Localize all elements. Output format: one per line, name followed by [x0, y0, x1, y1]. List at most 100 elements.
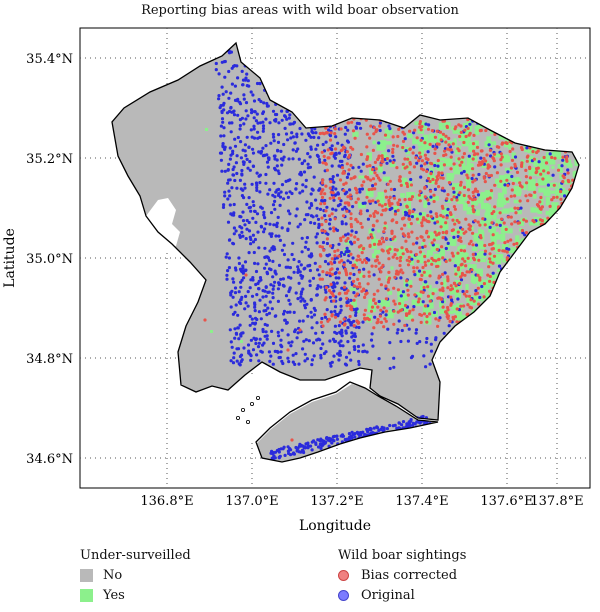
sighting-bias-corrected: [441, 272, 445, 276]
under-surveilled-cell: [543, 165, 550, 174]
sighting-original: [265, 153, 269, 157]
sighting-original: [248, 160, 252, 164]
under-surveilled-cell: [571, 304, 579, 309]
sighting-bias-corrected: [331, 294, 335, 298]
under-surveilled-cell: [522, 183, 527, 191]
sighting-original: [246, 166, 250, 170]
under-surveilled-cell: [504, 167, 513, 171]
sighting-original: [352, 291, 356, 295]
sighting-bias-corrected: [513, 164, 518, 168]
sighting-bias-corrected: [386, 249, 390, 253]
sighting-bias-corrected: [492, 159, 496, 163]
under-surveilled-cell: [570, 292, 579, 297]
under-surveilled-cell: [384, 128, 393, 135]
under-surveilled-cell: [407, 133, 413, 139]
sighting-original: [236, 313, 240, 317]
under-surveilled-cell: [423, 135, 427, 142]
under-surveilled-cell: [575, 294, 579, 299]
sighting-bias-corrected: [342, 171, 346, 175]
sighting-original: [529, 353, 533, 357]
sighting-bias-corrected: [507, 271, 511, 275]
sighting-original: [428, 362, 432, 366]
sighting-original: [236, 326, 240, 330]
sighting-original: [304, 178, 308, 182]
sighting-original: [429, 210, 433, 214]
sighting-original: [332, 434, 337, 438]
under-surveilled-cell: [563, 292, 568, 300]
sighting-original: [353, 435, 357, 439]
sighting-original: [229, 50, 233, 54]
sighting-bias-corrected: [441, 256, 445, 260]
sighting-original: [283, 48, 287, 52]
sighting-original: [233, 178, 237, 183]
sighting-bias-corrected: [328, 268, 332, 272]
sighting-original: [330, 177, 334, 181]
sighting-original: [279, 149, 283, 153]
sighting-bias-corrected: [491, 247, 495, 251]
sighting-original: [513, 155, 518, 159]
sighting-original: [308, 92, 312, 96]
sighting-bias-corrected: [562, 216, 566, 220]
sighting-original: [230, 121, 234, 125]
sighting-bias-corrected: [369, 233, 373, 237]
sighting-original: [259, 69, 263, 73]
sighting-bias-corrected: [362, 288, 366, 292]
sighting-original: [510, 174, 514, 179]
sighting-original: [544, 315, 549, 319]
under-surveilled-cell: [447, 141, 455, 145]
sighting-original: [227, 96, 231, 100]
under-surveilled-cell: [527, 128, 532, 138]
sighting-bias-corrected: [396, 288, 400, 292]
sighting-bias-corrected: [513, 220, 517, 224]
sighting-original: [245, 227, 249, 231]
sighting-bias-corrected: [449, 167, 453, 171]
sighting-original: [295, 63, 299, 67]
sighting-bias-corrected: [472, 133, 476, 137]
under-surveilled-cell: [560, 242, 564, 247]
sighting-bias-corrected: [352, 324, 356, 328]
under-surveilled-cell: [479, 288, 485, 294]
under-surveilled-cell: [529, 270, 533, 280]
sighting-bias-corrected: [375, 255, 379, 259]
sighting-bias-corrected: [467, 270, 471, 274]
under-surveilled-cell: [507, 315, 517, 322]
sighting-bias-corrected: [529, 308, 533, 312]
sighting-bias-corrected: [345, 304, 349, 308]
under-surveilled-cell: [552, 319, 557, 325]
sighting-bias-corrected: [401, 217, 405, 221]
under-surveilled-cell: [532, 207, 541, 213]
sighting-original: [247, 196, 251, 200]
sighting-original: [273, 199, 277, 203]
sighting-original: [220, 117, 225, 121]
under-surveilled-cell: [555, 188, 562, 195]
sighting-bias-corrected: [405, 165, 409, 169]
sighting-bias-corrected: [441, 289, 445, 293]
sighting-original: [525, 146, 529, 150]
sighting-bias-corrected: [401, 271, 405, 275]
sighting-bias-corrected: [483, 180, 487, 184]
under-surveilled-cell: [439, 301, 444, 308]
sighting-bias-corrected: [464, 230, 468, 234]
sighting-original: [259, 317, 263, 321]
sighting-original: [254, 119, 258, 123]
sighting-bias-corrected: [481, 217, 485, 221]
sighting-original: [354, 125, 358, 129]
sighting-original: [348, 276, 352, 280]
sighting-original: [235, 171, 239, 176]
sighting-original: [529, 320, 534, 324]
under-surveilled-cell: [513, 185, 521, 194]
sighting-bias-corrected: [413, 128, 417, 132]
sighting-original: [255, 293, 259, 297]
sighting-original: [527, 301, 531, 306]
sighting-original: [240, 226, 244, 230]
sighting-original: [285, 117, 289, 121]
under-surveilled-cell: [525, 123, 531, 129]
sighting-original: [247, 206, 251, 210]
sighting-bias-corrected: [379, 308, 383, 312]
sighting-bias-corrected: [540, 282, 544, 286]
sighting-bias-corrected: [437, 257, 441, 261]
under-surveilled-cell: [538, 267, 544, 275]
sighting-original: [292, 64, 297, 68]
sighting-original: [311, 215, 315, 219]
sighting-original: [343, 84, 347, 88]
